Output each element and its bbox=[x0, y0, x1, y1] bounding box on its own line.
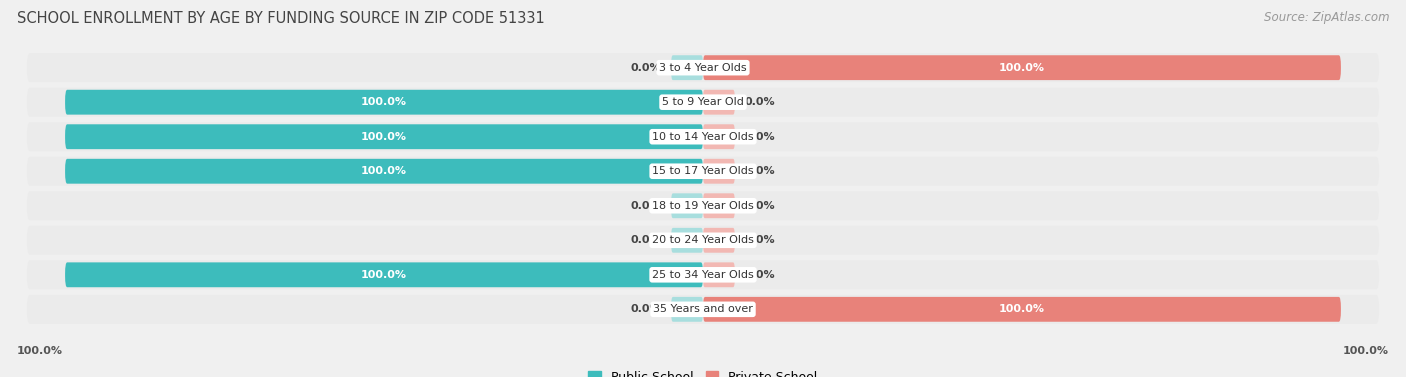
Text: 20 to 24 Year Olds: 20 to 24 Year Olds bbox=[652, 235, 754, 245]
Text: 18 to 19 Year Olds: 18 to 19 Year Olds bbox=[652, 201, 754, 211]
FancyBboxPatch shape bbox=[703, 262, 735, 287]
Text: 3 to 4 Year Olds: 3 to 4 Year Olds bbox=[659, 63, 747, 73]
Text: 15 to 17 Year Olds: 15 to 17 Year Olds bbox=[652, 166, 754, 176]
FancyBboxPatch shape bbox=[671, 297, 703, 322]
Text: SCHOOL ENROLLMENT BY AGE BY FUNDING SOURCE IN ZIP CODE 51331: SCHOOL ENROLLMENT BY AGE BY FUNDING SOUR… bbox=[17, 11, 544, 26]
FancyBboxPatch shape bbox=[27, 157, 1379, 186]
Text: 100.0%: 100.0% bbox=[361, 270, 408, 280]
Text: 0.0%: 0.0% bbox=[631, 201, 662, 211]
FancyBboxPatch shape bbox=[671, 193, 703, 218]
Text: 0.0%: 0.0% bbox=[744, 97, 775, 107]
Text: Source: ZipAtlas.com: Source: ZipAtlas.com bbox=[1264, 11, 1389, 24]
FancyBboxPatch shape bbox=[65, 262, 703, 287]
Text: 10 to 14 Year Olds: 10 to 14 Year Olds bbox=[652, 132, 754, 142]
FancyBboxPatch shape bbox=[27, 295, 1379, 324]
FancyBboxPatch shape bbox=[65, 159, 703, 184]
FancyBboxPatch shape bbox=[27, 53, 1379, 82]
FancyBboxPatch shape bbox=[703, 90, 735, 115]
Legend: Public School, Private School: Public School, Private School bbox=[583, 366, 823, 377]
FancyBboxPatch shape bbox=[703, 297, 1341, 322]
Text: 100.0%: 100.0% bbox=[361, 132, 408, 142]
FancyBboxPatch shape bbox=[27, 88, 1379, 117]
FancyBboxPatch shape bbox=[27, 191, 1379, 220]
Text: 100.0%: 100.0% bbox=[998, 304, 1045, 314]
Text: 5 to 9 Year Old: 5 to 9 Year Old bbox=[662, 97, 744, 107]
Text: 100.0%: 100.0% bbox=[361, 166, 408, 176]
FancyBboxPatch shape bbox=[671, 55, 703, 80]
Text: 100.0%: 100.0% bbox=[1343, 346, 1389, 356]
FancyBboxPatch shape bbox=[703, 193, 735, 218]
Text: 0.0%: 0.0% bbox=[631, 235, 662, 245]
Text: 100.0%: 100.0% bbox=[998, 63, 1045, 73]
Text: 0.0%: 0.0% bbox=[744, 235, 775, 245]
FancyBboxPatch shape bbox=[27, 260, 1379, 289]
Text: 100.0%: 100.0% bbox=[361, 97, 408, 107]
Text: 25 to 34 Year Olds: 25 to 34 Year Olds bbox=[652, 270, 754, 280]
FancyBboxPatch shape bbox=[27, 226, 1379, 255]
FancyBboxPatch shape bbox=[27, 122, 1379, 151]
Text: 0.0%: 0.0% bbox=[631, 304, 662, 314]
Text: 0.0%: 0.0% bbox=[744, 132, 775, 142]
FancyBboxPatch shape bbox=[65, 124, 703, 149]
Text: 0.0%: 0.0% bbox=[744, 270, 775, 280]
FancyBboxPatch shape bbox=[703, 124, 735, 149]
Text: 0.0%: 0.0% bbox=[631, 63, 662, 73]
FancyBboxPatch shape bbox=[703, 159, 735, 184]
FancyBboxPatch shape bbox=[703, 55, 1341, 80]
Text: 35 Years and over: 35 Years and over bbox=[652, 304, 754, 314]
FancyBboxPatch shape bbox=[703, 228, 735, 253]
Text: 0.0%: 0.0% bbox=[744, 201, 775, 211]
Text: 100.0%: 100.0% bbox=[17, 346, 63, 356]
FancyBboxPatch shape bbox=[671, 228, 703, 253]
FancyBboxPatch shape bbox=[65, 90, 703, 115]
Text: 0.0%: 0.0% bbox=[744, 166, 775, 176]
